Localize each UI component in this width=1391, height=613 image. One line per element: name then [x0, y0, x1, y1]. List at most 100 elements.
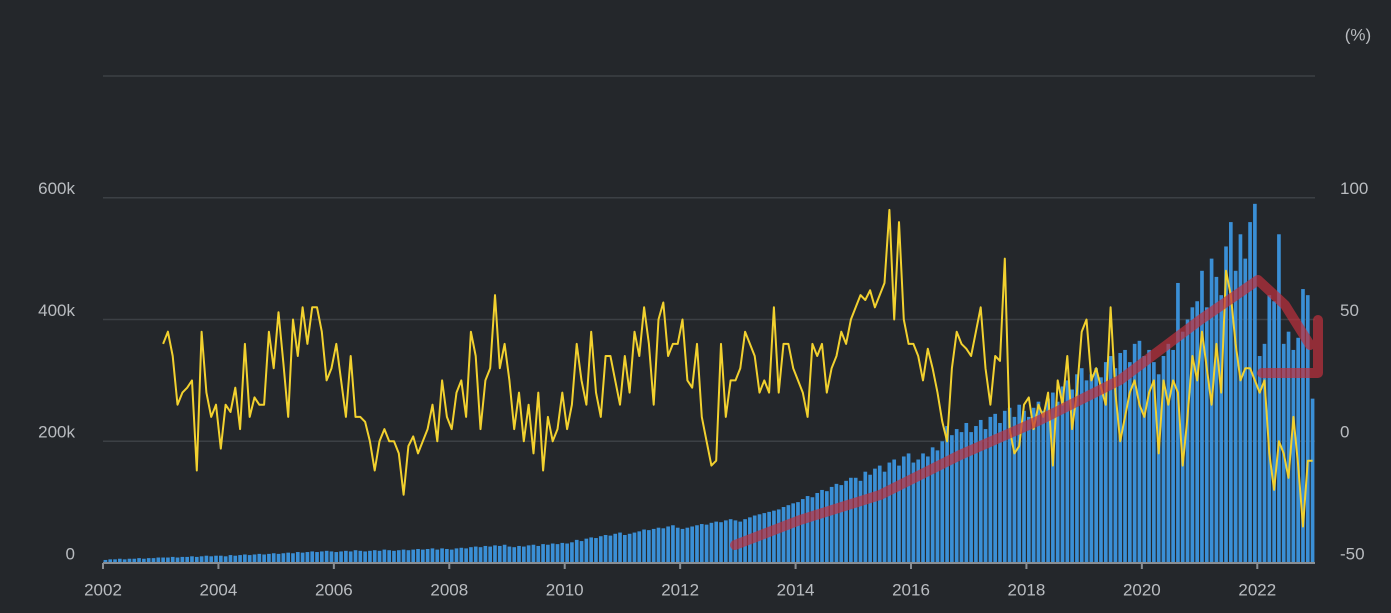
- bar: [440, 548, 444, 563]
- bar: [541, 544, 545, 563]
- bar: [305, 552, 310, 563]
- bar: [497, 545, 502, 563]
- bar: [1147, 349, 1151, 563]
- bar: [372, 550, 377, 563]
- y2-tick-label: -50: [1340, 544, 1365, 563]
- bar: [1123, 349, 1127, 563]
- bar: [911, 462, 916, 563]
- bar: [522, 546, 526, 563]
- bar: [339, 551, 343, 563]
- bar: [334, 552, 339, 563]
- bar: [281, 553, 286, 563]
- bar: [685, 527, 690, 563]
- bar: [988, 416, 993, 563]
- bar: [1214, 276, 1219, 563]
- bar: [300, 552, 305, 563]
- y-tick-label: 200k: [38, 423, 75, 442]
- bar: [1065, 380, 1070, 563]
- x-tick-label: 2022: [1238, 580, 1276, 599]
- bar: [853, 477, 858, 563]
- bar: [1002, 410, 1007, 563]
- bar: [435, 549, 440, 563]
- bar: [858, 480, 863, 563]
- bar: [526, 545, 531, 563]
- bar: [1204, 307, 1209, 563]
- bar: [661, 528, 666, 563]
- bar: [1031, 407, 1036, 563]
- bar: [142, 558, 146, 563]
- bar: [348, 551, 353, 563]
- y-tick-label: 600k: [38, 179, 75, 198]
- bar: [353, 550, 358, 563]
- bar: [118, 558, 122, 563]
- bar: [642, 529, 646, 563]
- bar: [257, 553, 262, 563]
- bar: [916, 459, 921, 563]
- bar: [627, 533, 632, 563]
- bar: [570, 542, 574, 563]
- bar: [291, 553, 295, 563]
- bar: [800, 499, 805, 563]
- bar: [608, 535, 613, 563]
- bar: [926, 456, 930, 563]
- bar: [834, 483, 839, 563]
- bar: [815, 492, 820, 563]
- bar: [483, 545, 488, 563]
- bar: [1103, 362, 1108, 563]
- bar: [1060, 386, 1065, 563]
- bar: [507, 546, 512, 563]
- bar: [704, 524, 709, 563]
- bar: [637, 531, 642, 563]
- bar: [1229, 222, 1233, 563]
- bar: [536, 545, 541, 563]
- bar: [156, 557, 161, 563]
- bar: [1070, 389, 1074, 563]
- bar: [618, 532, 622, 563]
- bar: [493, 545, 497, 563]
- bar: [454, 548, 459, 563]
- bar: [598, 536, 603, 563]
- bar: [411, 549, 416, 563]
- bar: [680, 528, 685, 563]
- bar: [223, 556, 228, 563]
- bar: [954, 429, 959, 563]
- bar: [416, 548, 420, 563]
- bar: [839, 485, 844, 563]
- bar: [1301, 289, 1305, 563]
- bar: [546, 544, 550, 563]
- bar: [132, 558, 137, 563]
- bar: [358, 550, 363, 563]
- bar: [1243, 258, 1248, 563]
- bar: [613, 533, 618, 563]
- bar: [1267, 295, 1272, 563]
- bar: [1185, 319, 1190, 563]
- bar: [1152, 362, 1156, 563]
- bar: [137, 558, 141, 563]
- bar: [512, 547, 517, 563]
- bar: [267, 553, 271, 563]
- bar: [1041, 410, 1046, 563]
- bar: [887, 462, 892, 563]
- bar: [656, 527, 661, 563]
- bar: [1137, 340, 1142, 563]
- bar: [449, 549, 454, 563]
- bar: [550, 543, 555, 563]
- bar: [406, 550, 411, 563]
- bar: [1161, 356, 1166, 563]
- bar: [651, 528, 656, 563]
- bar: [584, 538, 589, 563]
- bar: [964, 422, 969, 563]
- bar: [945, 426, 949, 563]
- bar: [194, 556, 199, 563]
- bar: [488, 546, 492, 563]
- bar: [666, 526, 670, 563]
- bar: [647, 530, 651, 563]
- bar: [772, 510, 776, 563]
- bar: [1180, 331, 1185, 563]
- bar: [767, 511, 771, 563]
- x-tick-label: 2004: [200, 580, 238, 599]
- bar: [382, 549, 387, 563]
- bar: [579, 541, 584, 563]
- bar: [935, 450, 940, 563]
